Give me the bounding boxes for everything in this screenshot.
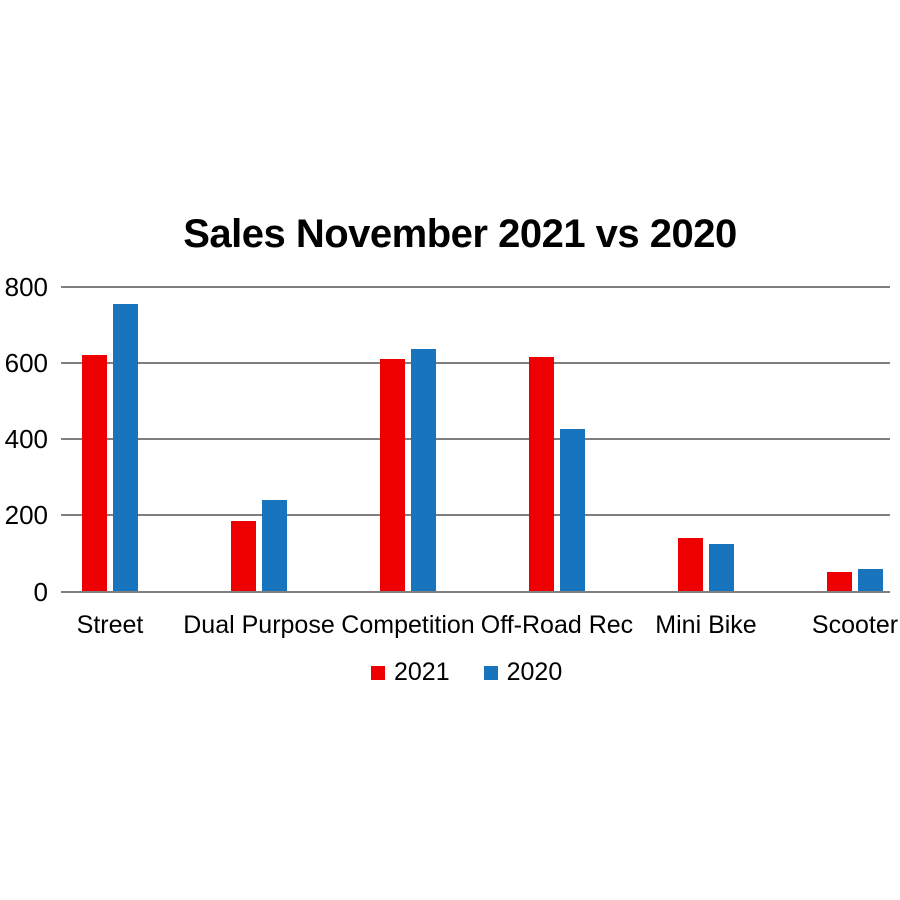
legend-item-2021: 2021 xyxy=(371,660,450,685)
legend-label-2021: 2021 xyxy=(394,658,450,686)
legend-swatch-2021 xyxy=(371,665,385,680)
bar-2020-scooter xyxy=(858,568,883,592)
y-axis-label-200: 200 xyxy=(4,500,48,531)
y-axis-tick-600 xyxy=(61,361,76,364)
bar-2021-street xyxy=(82,355,107,592)
y-axis-label-0: 0 xyxy=(33,576,48,607)
x-category-label-dual-purpose: Dual Purpose xyxy=(183,611,335,639)
y-axis-tick-400 xyxy=(61,438,76,440)
x-category-label-off-road-rec: Off-Road Rec xyxy=(480,611,634,639)
legend-swatch-2020 xyxy=(483,665,498,680)
y-axis-tick-800 xyxy=(61,285,76,288)
y-axis-label-800: 800 xyxy=(4,271,48,302)
x-category-label-mini-bike: Mini Bike xyxy=(655,611,757,639)
bar-2021-mini-bike xyxy=(678,538,703,592)
y-axis-tick-200 xyxy=(61,514,76,517)
bar-2020-competition xyxy=(411,349,436,592)
bar-2020-off-road-rec xyxy=(560,429,585,592)
y-axis-tick-0 xyxy=(61,590,76,593)
bar-2021-off-road-rec xyxy=(529,357,554,592)
bar-2020-mini-bike xyxy=(709,543,734,592)
gridline-800 xyxy=(75,285,890,288)
chart-legend: 2021 2020 xyxy=(371,660,562,685)
gridline-600 xyxy=(75,361,890,364)
gridline-0 xyxy=(75,590,890,593)
gridline-400 xyxy=(75,438,890,440)
bar-2020-street xyxy=(113,303,138,592)
gridline-200 xyxy=(75,514,890,517)
legend-label-2020: 2020 xyxy=(506,658,563,686)
x-category-label-street: Street xyxy=(76,611,144,639)
bar-2021-scooter xyxy=(827,572,852,592)
bar-2021-competition xyxy=(380,358,405,592)
chart-title: Sales November 2021 vs 2020 xyxy=(183,212,737,256)
legend-item-2020: 2020 xyxy=(483,658,563,686)
x-category-label-scooter: Scooter xyxy=(811,611,899,639)
y-axis-label-600: 600 xyxy=(4,347,48,378)
y-axis-label-400: 400 xyxy=(4,424,48,454)
bar-2020-dual-purpose xyxy=(262,500,287,592)
bar-2021-dual-purpose xyxy=(231,520,256,592)
x-category-label-competition: Competition xyxy=(341,611,475,639)
